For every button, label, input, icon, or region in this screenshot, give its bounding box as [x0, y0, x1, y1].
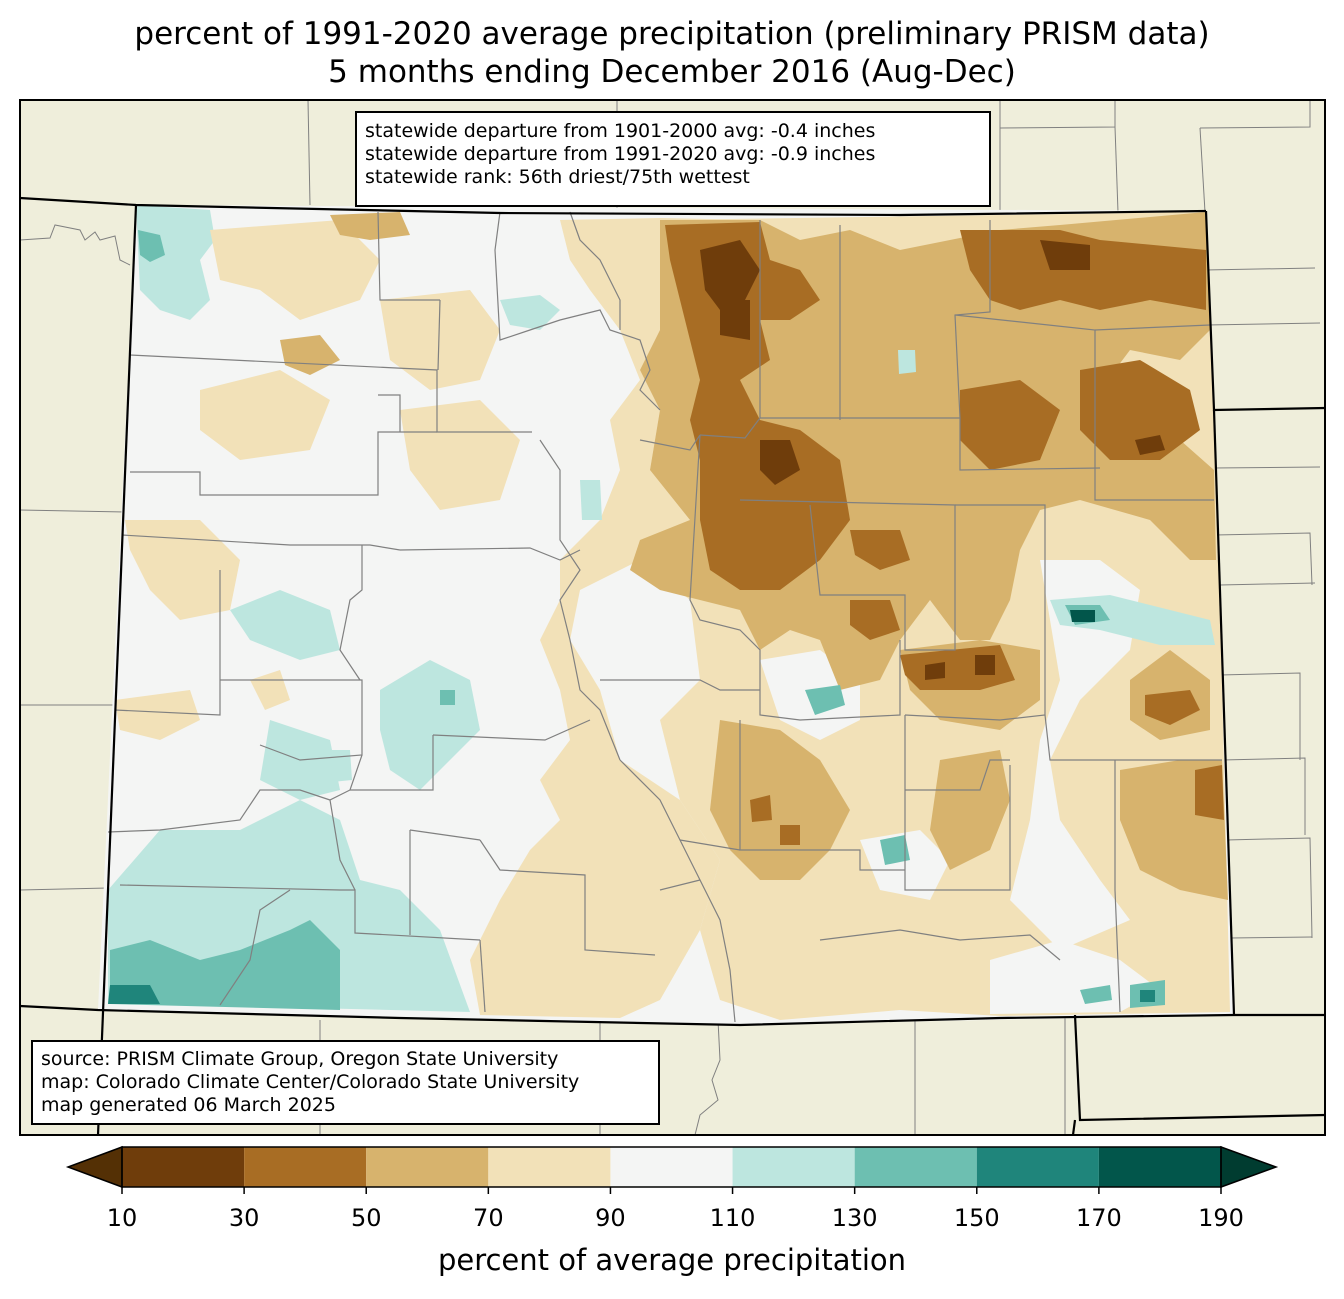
colorbar-bin-30-50 — [244, 1147, 367, 1187]
credits-box: source: PRISM Climate Group, Oregon Stat… — [31, 1040, 660, 1125]
colorbar-tick-label: 130 — [831, 1204, 878, 1232]
colorbar-tick-label: 170 — [1075, 1204, 1122, 1232]
county-lines — [107, 211, 1222, 1023]
colorbar-tick-label: 90 — [595, 1204, 626, 1232]
colorbar-tick-label: 190 — [1198, 1204, 1244, 1232]
map-subtitle: 5 months ending December 2016 (Aug-Dec) — [328, 54, 1016, 90]
colorbar-label: percent of average precipitation — [437, 1243, 907, 1277]
colorbar-bin-110-130 — [732, 1147, 855, 1187]
stats-departure-1991: statewide departure from 1991-2020 avg: … — [365, 143, 876, 165]
colorbar-tick-label: 10 — [106, 1204, 138, 1232]
statewide-stats-box: statewide departure from 1901-2000 avg: … — [355, 111, 991, 207]
colorbar-over-arrow — [1220, 1145, 1279, 1189]
colorbar-bin-50-70 — [366, 1147, 489, 1187]
stats-departure-1901: statewide departure from 1901-2000 avg: … — [365, 120, 876, 142]
credits-source: source: PRISM Climate Group, Oregon Stat… — [41, 1048, 559, 1070]
colorbar-bin-150-170 — [976, 1147, 1099, 1187]
credits-map: map: Colorado Climate Center/Colorado St… — [41, 1071, 580, 1093]
colorbar-bins — [122, 1147, 1221, 1187]
state-borders — [19, 196, 1326, 1136]
colorbar-tick-marks — [121, 1187, 1222, 1194]
colorbar-bin-170-190 — [1098, 1147, 1221, 1187]
stats-rank: statewide rank: 56th driest/75th wettest — [365, 166, 750, 188]
colorbar-tick-label: 70 — [473, 1204, 504, 1232]
colorbar-tick-label: 110 — [709, 1204, 756, 1232]
map-title: percent of 1991-2020 average precipitati… — [134, 16, 1210, 52]
colorbar-tick-label: 30 — [228, 1204, 260, 1232]
precip-contours — [108, 205, 1230, 1020]
colorbar-bin-70-90 — [488, 1147, 611, 1187]
colorbar-tick-label: 50 — [350, 1204, 382, 1232]
colorbar-outline — [121, 1146, 1222, 1188]
colorbar-bin-90-110 — [610, 1147, 733, 1187]
colorbar-bin-10-30 — [122, 1147, 245, 1187]
colorbar-tick-label: 150 — [953, 1204, 1000, 1232]
map-frame — [19, 99, 1326, 1136]
colorbar-bin-130-150 — [854, 1147, 977, 1187]
credits-generated: map generated 06 March 2025 — [41, 1094, 336, 1116]
colorbar-under-arrow — [65, 1145, 123, 1189]
